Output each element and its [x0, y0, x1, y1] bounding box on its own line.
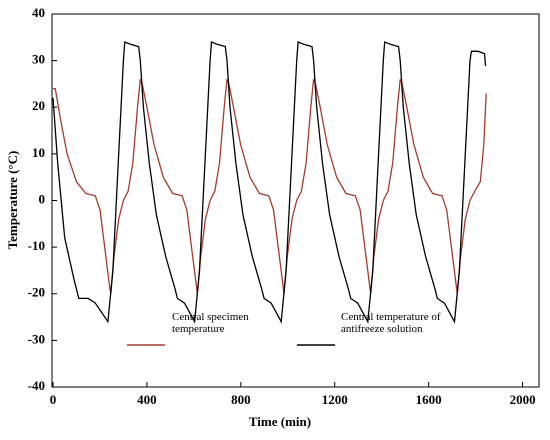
x-tick-label: 1600 — [416, 392, 442, 407]
y-tick-label: 30 — [32, 52, 45, 67]
y-axis-label: Temperature (°C) — [5, 151, 20, 250]
y-tick-label: -20 — [28, 285, 45, 300]
x-tick-label: 0 — [50, 392, 57, 407]
x-axis-label: Time (min) — [249, 414, 311, 429]
legend-label: Central specimen temperature — [172, 311, 249, 335]
y-tick-label: 20 — [32, 98, 45, 113]
y-tick-label: 10 — [32, 145, 45, 160]
x-tick-label: 2000 — [510, 392, 536, 407]
y-tick-label: 40 — [32, 5, 45, 20]
plot-frame — [51, 13, 540, 388]
data-line — [53, 79, 487, 294]
data-line — [52, 41, 487, 324]
y-tick-label: -30 — [28, 331, 45, 346]
x-tick-label: 800 — [231, 392, 251, 407]
y-tick-label: 0 — [39, 191, 46, 206]
x-tick-label: 1200 — [322, 392, 348, 407]
y-tick-label: -40 — [28, 378, 45, 393]
legend-label: Central temperature of antifreeze soluti… — [341, 311, 441, 335]
y-tick-label: -10 — [28, 238, 45, 253]
x-tick-label: 400 — [137, 392, 157, 407]
